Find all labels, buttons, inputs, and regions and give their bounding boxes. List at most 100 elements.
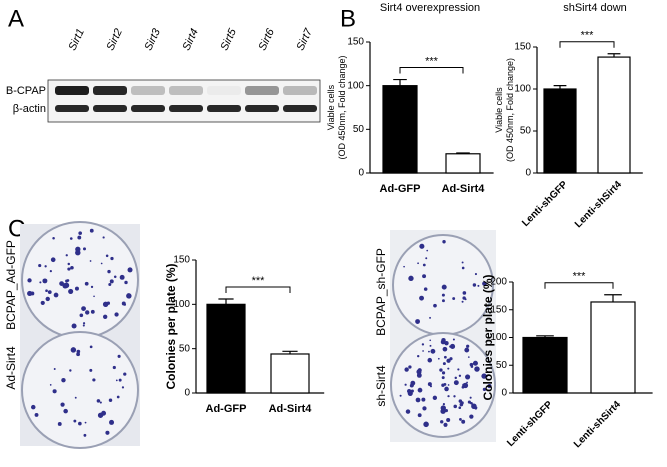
colony: [474, 406, 478, 410]
colony: [419, 295, 424, 301]
colony: [84, 421, 87, 424]
colony: [460, 401, 464, 405]
colony: [114, 312, 119, 317]
colony: [49, 384, 52, 386]
colony: [422, 274, 427, 279]
colony: [85, 310, 90, 315]
colony: [421, 397, 426, 402]
colony: [444, 386, 449, 392]
colony: [90, 309, 95, 314]
colony: [399, 394, 402, 397]
colony: [63, 408, 68, 414]
colony: [27, 278, 32, 283]
colony: [57, 422, 62, 426]
colony: [441, 338, 446, 343]
y-tick-label: 100: [490, 332, 507, 343]
colony: [454, 376, 457, 380]
colony: [432, 395, 438, 401]
y-axis-label: Colonies per plate (%): [164, 263, 178, 389]
significance-bracket: [559, 41, 615, 48]
colony: [82, 324, 85, 327]
colony: [462, 291, 467, 295]
colony: [447, 384, 450, 386]
colony: [423, 287, 428, 291]
bar: [590, 301, 636, 394]
x-tick-label: Lenti-shSirt4: [573, 179, 624, 230]
chart-title: shSirt4 down: [563, 2, 627, 14]
colony: [38, 263, 42, 268]
colony: [102, 314, 108, 319]
bar: [543, 88, 577, 174]
photo-label: Ad-Sirt4: [4, 346, 18, 390]
colony: [419, 243, 425, 249]
colony: [415, 397, 421, 403]
colony: [458, 374, 462, 377]
colony: [404, 367, 409, 372]
colony: [469, 402, 472, 405]
colony: [74, 286, 79, 291]
colony: [78, 421, 82, 426]
colony: [79, 313, 84, 318]
y-tick-label: 50: [496, 360, 508, 371]
colony: [109, 279, 114, 284]
colony: [417, 413, 422, 418]
y-tick-label: 0: [501, 388, 507, 399]
colony: [99, 401, 102, 404]
colony: [467, 356, 470, 358]
y-tick-label: 100: [347, 80, 364, 91]
y-tick-label: 50: [520, 126, 532, 137]
colony: [427, 357, 433, 363]
error-bar: [607, 53, 621, 58]
band: [283, 105, 317, 112]
colony: [89, 368, 93, 372]
lane-label: Sirt3: [142, 26, 163, 52]
y-tick-label: 100: [173, 299, 190, 310]
colony: [417, 354, 420, 358]
colony: [442, 299, 445, 303]
band: [131, 105, 165, 112]
colony: [450, 343, 456, 350]
band: [131, 86, 165, 95]
colony: [121, 386, 125, 389]
colony: [418, 373, 422, 376]
bar: [382, 85, 418, 174]
colony: [71, 323, 77, 329]
bar: [206, 303, 246, 394]
colony: [446, 358, 451, 363]
colony: [47, 290, 52, 294]
colony: [109, 419, 115, 425]
panel-label: B: [340, 5, 356, 32]
colony: [457, 368, 460, 371]
colony: [429, 385, 433, 388]
colony: [82, 247, 86, 251]
colony: [70, 265, 74, 270]
x-tick-label: Ad-Sirt4: [442, 183, 486, 195]
colony: [441, 376, 445, 380]
colony: [52, 236, 55, 240]
significance-bracket: [544, 282, 614, 289]
colony: [469, 396, 472, 399]
colony: [124, 280, 128, 285]
colony: [417, 262, 419, 265]
panel-label: A: [8, 5, 24, 32]
colony: [461, 300, 464, 303]
colony: [429, 344, 432, 347]
significance-label: ***: [581, 30, 595, 42]
colony: [410, 389, 414, 393]
colony: [119, 274, 125, 280]
colony: [75, 246, 81, 252]
colony: [426, 249, 429, 252]
x-tick-label: Lenti-shGFP: [505, 399, 555, 449]
colony: [108, 398, 113, 403]
x-tick-label: Lenti-shSirt4: [572, 399, 623, 450]
colony: [446, 417, 451, 422]
colony: [105, 254, 109, 258]
y-axis-label: (OD 450nm, Fold change): [337, 55, 347, 159]
y-tick-label: 100: [514, 84, 531, 95]
colony: [441, 371, 446, 375]
lane-label: Sirt7: [294, 26, 315, 52]
band: [93, 86, 127, 95]
x-tick-label: Lenti-shGFP: [520, 179, 570, 229]
band: [55, 105, 89, 112]
